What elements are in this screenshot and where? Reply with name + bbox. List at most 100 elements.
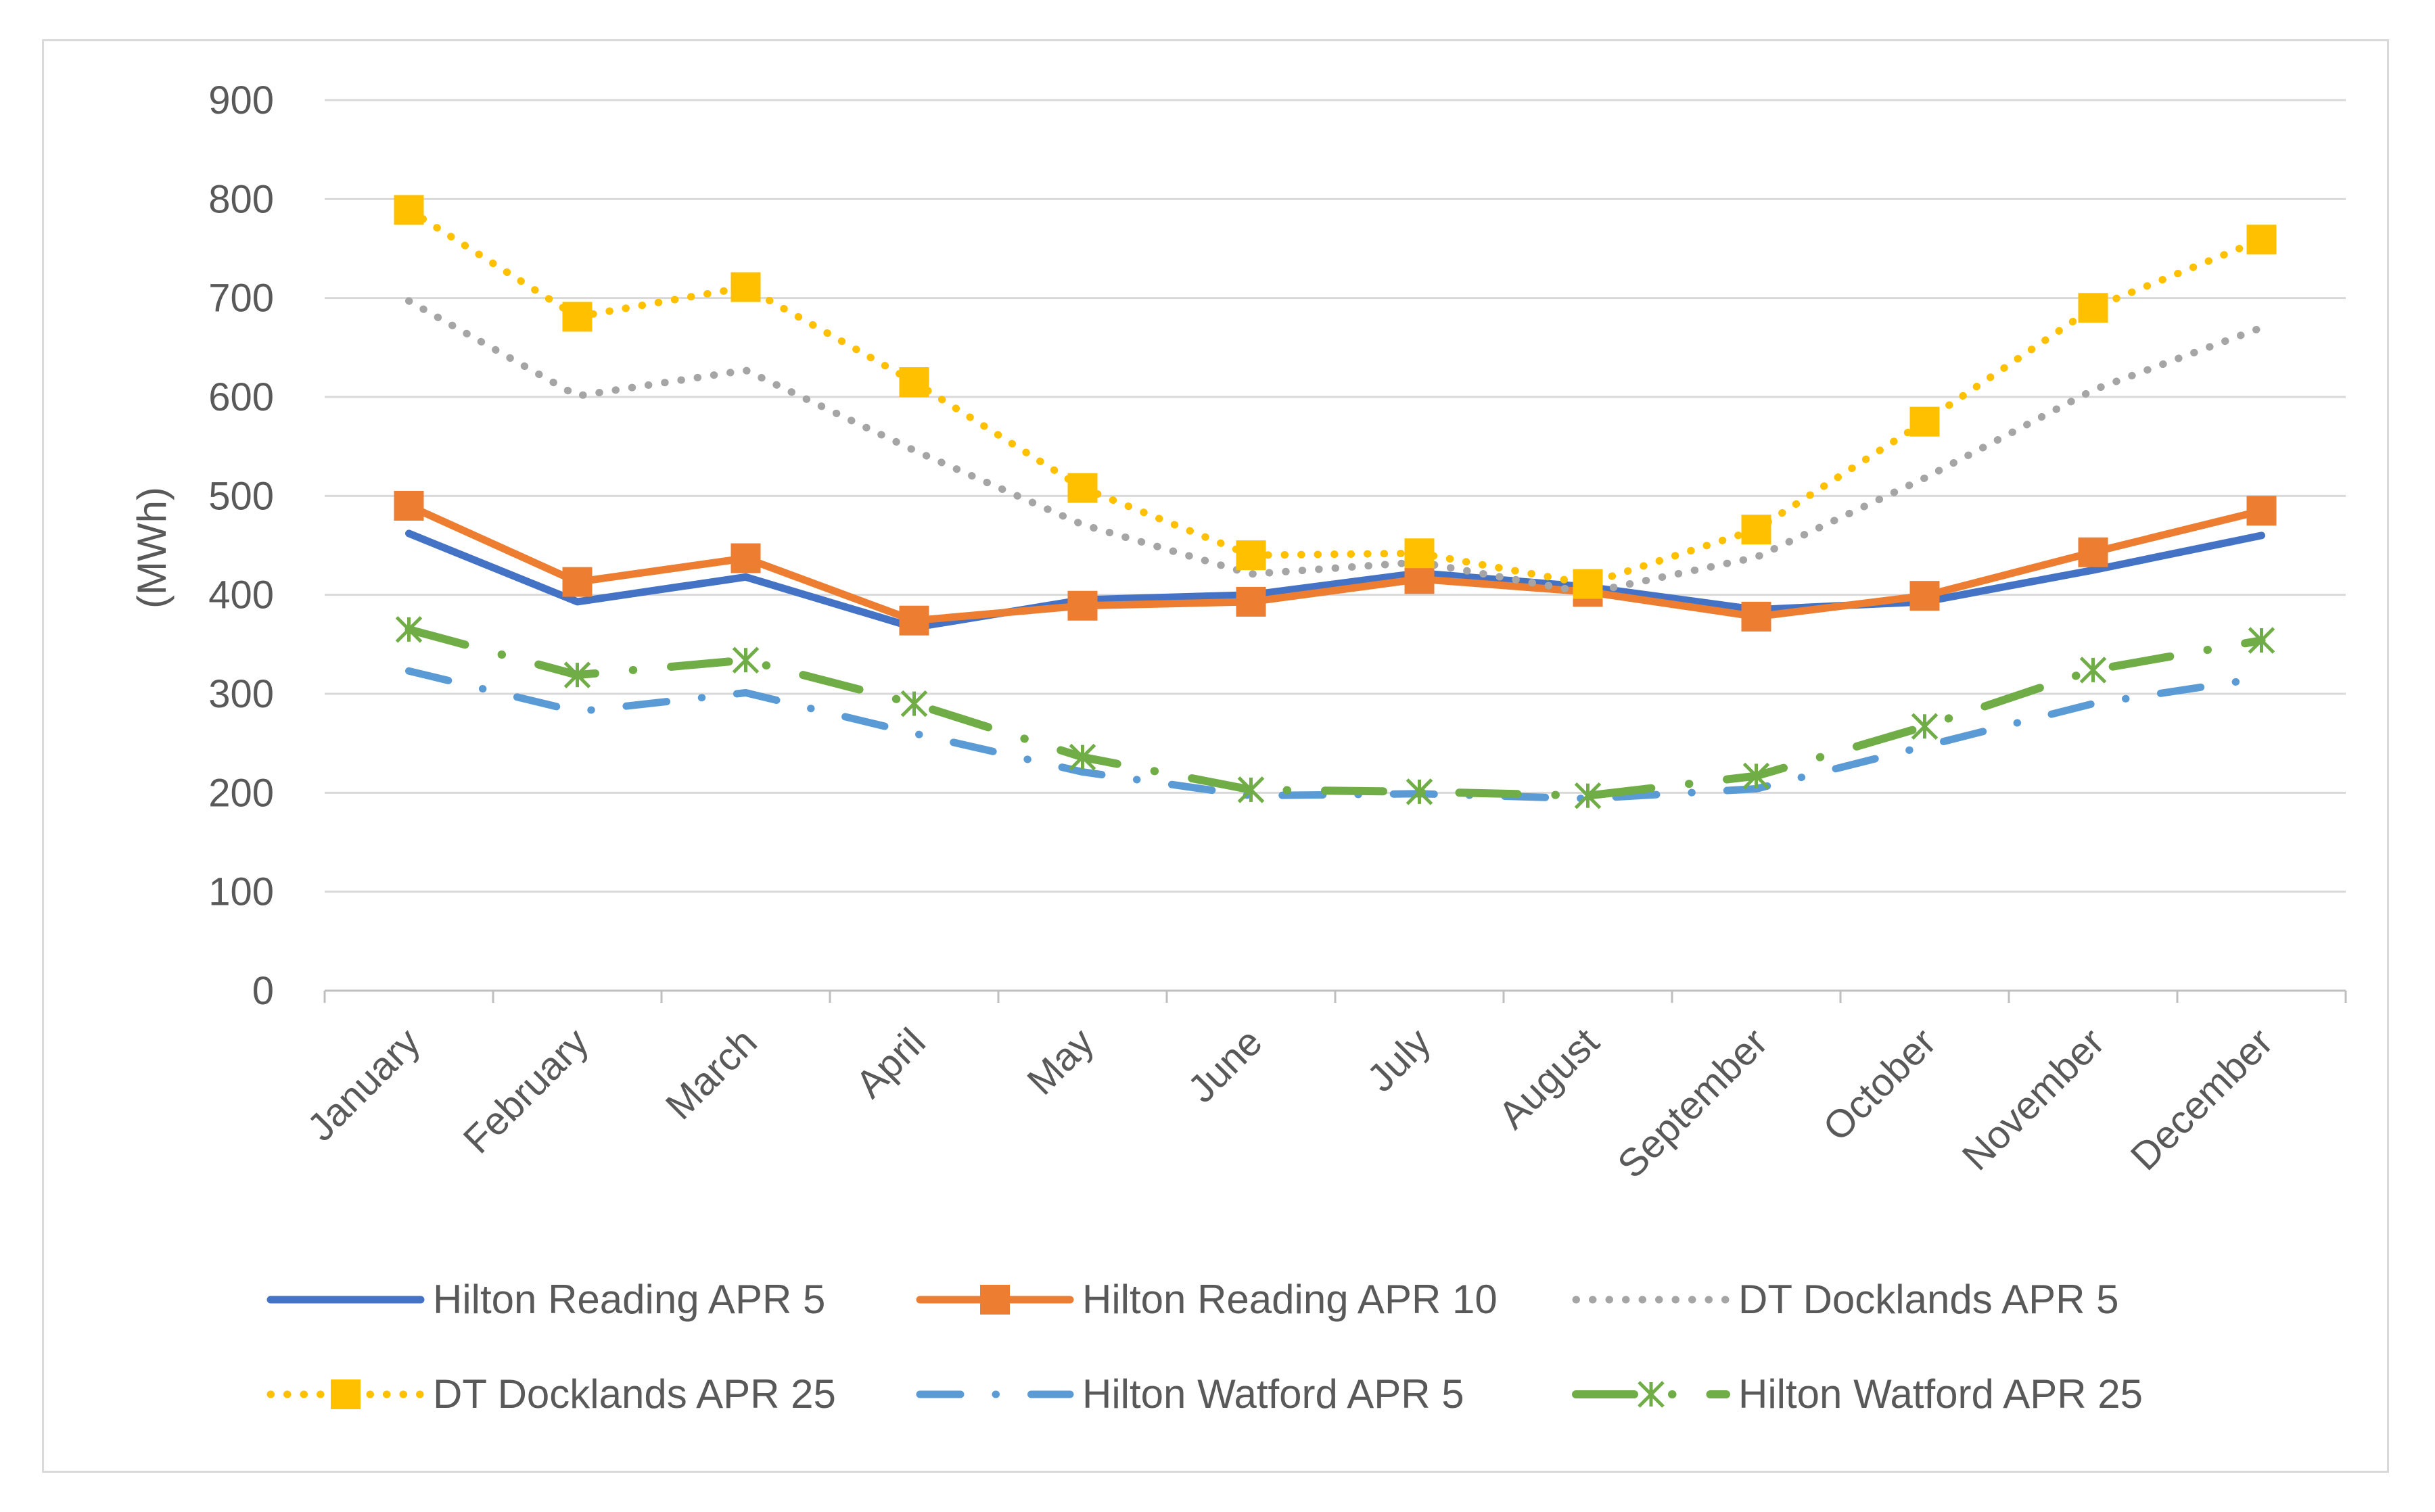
series-line [405,667,2265,803]
series-group [394,195,2277,599]
series-group [395,616,2275,809]
data-point-marker [1237,776,1265,803]
legend-label: Hilton Watford APR 25 [1738,1371,2143,1417]
series-line [405,529,2265,632]
legend-label: Hilton Reading APR 10 [1082,1277,1498,1322]
data-point [1924,746,1926,747]
x-axis-tick-labels: January February March April May June July Augu… [299,1020,2281,1187]
legend-label: Hilton Reading APR 5 [433,1277,825,1322]
data-point-marker [730,272,761,302]
x-tick-label: June [1180,1020,1271,1111]
data-point-marker [1069,743,1096,771]
y-tick-label: 500 [208,474,274,518]
y-tick-label: 300 [208,672,274,716]
y-axis-title: (MWh) [129,487,175,609]
x-tick-label: March [657,1020,766,1128]
y-tick-label: 900 [208,78,274,122]
data-point-marker [394,490,424,521]
data-point-marker [1574,782,1602,809]
gridlines [325,99,2346,893]
x-tick-label: September [1609,1020,1776,1187]
data-point-marker [2079,657,2107,684]
x-tick-label: November [1954,1020,2113,1179]
data-point-marker [899,605,929,636]
y-tick-label: 800 [208,177,274,221]
data-point-marker [2078,293,2108,323]
legend-label: Hilton Watford APR 5 [1082,1371,1464,1417]
x-tick-label: July [1359,1020,1439,1100]
legend-item: Hilton Watford APR 5 [916,1371,1464,1417]
series-group [405,667,2265,803]
data-point-marker [1741,601,1771,632]
x-tick-label: January [299,1020,429,1150]
legend-item: Hilton Reading APR 10 [916,1277,1498,1322]
data-point-marker [1406,778,1433,805]
data-point-marker [1236,540,1266,571]
y-tick-label: 100 [208,870,274,914]
legend-label: DT Docklands APR 5 [1738,1277,2118,1322]
data-point-marker [1741,515,1771,545]
data-point-marker [1638,1381,1665,1408]
series-lines [394,195,2277,809]
y-tick-label: 400 [208,573,274,617]
x-axis [323,989,2347,1003]
data-point-marker [1067,473,1098,503]
data-point-marker [562,567,593,597]
x-tick-label: February [455,1020,597,1162]
data-point-marker [2246,496,2277,526]
y-tick-label: 0 [252,969,274,1013]
data-point-marker [563,661,591,688]
data-point-marker [732,646,760,674]
legend-item: Hilton Watford APR 25 [1572,1371,2143,1417]
data-point-marker [1236,586,1266,617]
series-group [405,297,2265,597]
legend: Hilton Reading APR 5 Hilton Reading APR 1… [266,1277,2143,1417]
data-point [2261,327,2263,329]
data-point [1082,524,1084,525]
legend-item: Hilton Reading APR 5 [266,1277,825,1322]
series-line [405,502,2265,625]
data-point-marker [2078,537,2108,567]
x-tick-label: December [2123,1020,2281,1179]
data-point-marker [1909,581,1940,611]
series-line [405,297,2265,597]
data-point-marker [395,616,423,643]
y-tick-label: 600 [208,375,274,419]
data-point-marker [1742,762,1770,790]
legend-label: DT Docklands APR 25 [433,1371,836,1417]
data-point-marker [899,367,929,398]
data-point-marker [394,195,424,225]
data-point-marker [1911,713,1939,740]
data-point-marker [1573,569,1603,599]
data-point-marker [730,543,761,573]
x-tick-label: May [1019,1020,1102,1103]
data-point-marker [2248,627,2275,654]
data-point-marker [900,690,928,717]
legend-item: DT Docklands APR 25 [266,1371,836,1417]
series-group [394,490,2277,636]
series-group [405,529,2265,632]
data-point [2093,389,2094,391]
data-point-marker [1067,590,1098,621]
data-point-marker [2246,225,2277,255]
x-tick-label: August [1490,1020,1608,1137]
data-point-marker [331,1379,361,1409]
data-point [914,733,915,734]
x-tick-label: April [848,1020,934,1106]
series-line [404,625,2266,800]
data-point [577,711,578,712]
chart-frame [42,39,2389,1473]
series-line [405,206,2265,588]
data-point-marker [1404,538,1435,569]
x-tick-label: October [1815,1020,1945,1150]
y-tick-label: 700 [208,277,274,321]
legend-item: DT Docklands APR 5 [1572,1277,2118,1322]
data-point-marker [1404,564,1435,594]
y-tick-label: 200 [208,771,274,815]
data-point-marker [980,1285,1010,1315]
data-point-marker [562,302,593,332]
data-point-marker [1909,406,1940,437]
y-axis-tick-labels: 0 100 200 300 400 500 600 700 800 900 [208,78,274,1013]
data-point [2261,678,2263,679]
